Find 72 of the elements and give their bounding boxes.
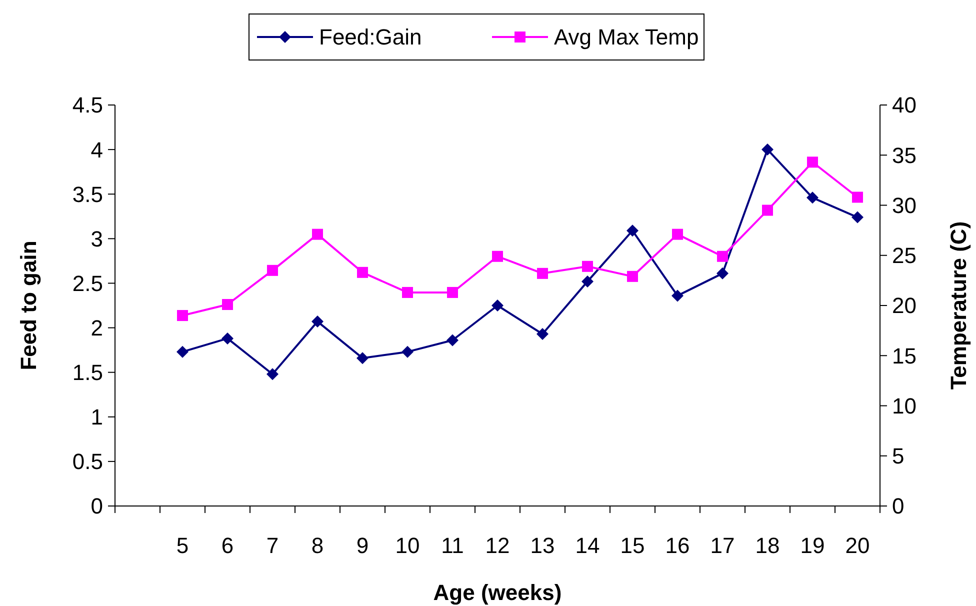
point xyxy=(537,268,548,279)
x-tick-label: 14 xyxy=(575,533,600,558)
point xyxy=(536,328,548,340)
y2-tick-label: 15 xyxy=(892,343,916,368)
y2-tick-label: 0 xyxy=(892,494,904,519)
y-tick-label: 2.5 xyxy=(72,270,103,296)
legend-label: Avg Max Temp xyxy=(554,24,699,50)
point xyxy=(672,290,684,302)
point xyxy=(852,211,864,224)
x-tick-label: 20 xyxy=(845,533,870,558)
y2-axis-title: Temperature (C) xyxy=(946,221,971,390)
point xyxy=(312,228,323,240)
y-axis-title: Feed to gain xyxy=(16,240,41,370)
point xyxy=(402,286,413,298)
point xyxy=(402,346,414,358)
x-tick-label: 15 xyxy=(620,533,645,558)
point xyxy=(806,192,818,204)
point xyxy=(807,156,818,168)
point xyxy=(492,250,503,262)
x-tick-label: 18 xyxy=(755,533,780,558)
x-tick-label: 9 xyxy=(356,533,369,558)
x-tick-label: 11 xyxy=(441,533,464,558)
x-tick-label: 6 xyxy=(221,533,234,558)
point xyxy=(177,310,188,322)
x-tick-label: 5 xyxy=(176,533,189,558)
point xyxy=(312,316,324,328)
x-tick-label: 19 xyxy=(800,533,825,558)
point xyxy=(357,266,368,278)
y2-tick-label: 25 xyxy=(892,243,916,268)
y-tick-label: 4 xyxy=(90,137,103,162)
x-tick-label: 10 xyxy=(395,533,420,558)
point xyxy=(627,270,638,282)
point xyxy=(762,204,773,216)
point xyxy=(852,192,863,203)
point xyxy=(176,346,188,358)
x-tick-label: 13 xyxy=(530,533,555,558)
y-tick-label: 3.5 xyxy=(72,182,103,207)
x-tick-label: 7 xyxy=(266,533,279,558)
x-tick-label: 8 xyxy=(311,533,324,558)
point xyxy=(626,224,638,237)
y-tick-label: 4.5 xyxy=(72,92,103,118)
x-tick-label: 17 xyxy=(710,533,735,558)
y-tick-label: 0.5 xyxy=(72,449,103,474)
y-tick-label: 0 xyxy=(90,494,103,519)
y2-tick-label: 35 xyxy=(892,142,916,168)
y-tick-label: 2 xyxy=(90,315,103,340)
point xyxy=(717,250,728,262)
y2-tick-label: 5 xyxy=(892,444,904,469)
x-axis-title: Age (weeks) xyxy=(433,580,562,605)
point xyxy=(222,298,233,310)
x-tick-label: 16 xyxy=(665,533,690,558)
y-tick-label: 3 xyxy=(90,226,103,252)
y-tick-label: 1 xyxy=(90,404,103,430)
legend-label: Feed:Gain xyxy=(319,24,422,50)
y2-tick-label: 20 xyxy=(892,293,916,318)
point xyxy=(582,275,594,288)
point xyxy=(447,286,458,298)
y2-tick-label: 30 xyxy=(892,192,916,218)
y2-tick-label: 40 xyxy=(892,92,916,118)
point xyxy=(762,144,774,156)
point xyxy=(446,334,458,346)
point xyxy=(266,368,278,380)
y-tick-label: 1.5 xyxy=(72,360,103,386)
point xyxy=(222,332,234,344)
point xyxy=(356,352,368,364)
point xyxy=(716,267,728,280)
point xyxy=(582,260,593,272)
x-tick-label: 12 xyxy=(485,533,510,558)
y2-tick-label: 10 xyxy=(892,393,916,418)
point xyxy=(492,300,504,312)
point xyxy=(267,264,278,276)
point xyxy=(672,228,683,240)
